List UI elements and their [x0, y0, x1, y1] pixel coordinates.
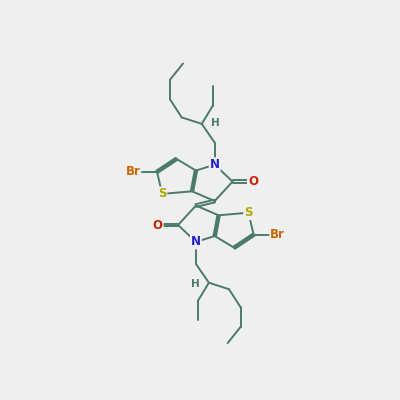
Text: O: O	[153, 218, 163, 232]
Text: Br: Br	[126, 165, 140, 178]
Text: S: S	[244, 206, 253, 219]
Text: H: H	[191, 279, 200, 289]
Text: H: H	[211, 118, 220, 128]
Text: O: O	[248, 175, 258, 188]
Text: Br: Br	[270, 228, 285, 241]
Text: N: N	[191, 235, 201, 248]
Text: S: S	[158, 187, 166, 200]
Text: N: N	[210, 158, 220, 171]
